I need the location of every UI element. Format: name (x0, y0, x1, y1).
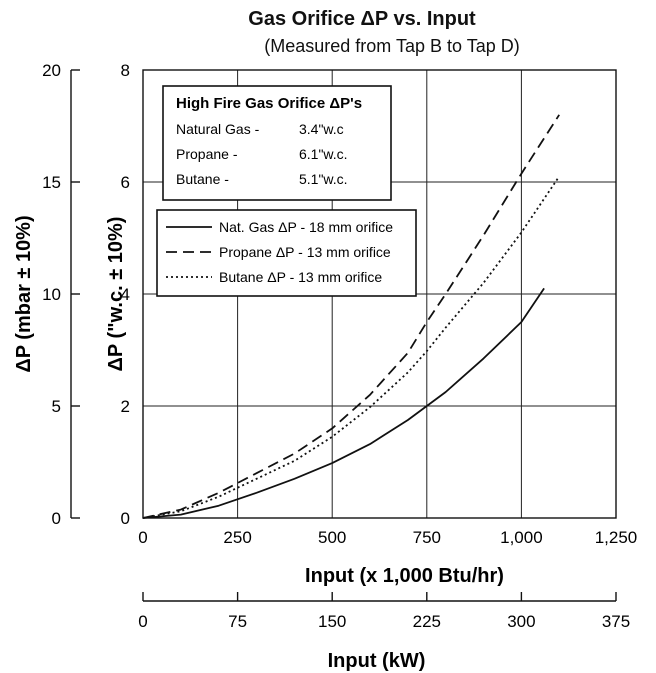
y2-tick-label: 20 (42, 61, 61, 80)
info-box-gas: Butane - (176, 171, 229, 187)
y2-tick-label: 15 (42, 173, 61, 192)
y2-tick-label: 0 (52, 509, 61, 528)
y2-axis-title: ΔP (mbar ± 10%) (13, 215, 35, 372)
info-box-gas: Propane - (176, 146, 238, 162)
y-tick-label: 6 (121, 173, 130, 192)
y-tick-label: 2 (121, 397, 130, 416)
x2-tick-label: 0 (138, 612, 147, 631)
x-tick-label: 750 (413, 528, 441, 547)
legend-entry: Propane ΔP - 13 mm orifice (219, 244, 391, 260)
x2-tick-label: 300 (507, 612, 535, 631)
x-tick-label: 0 (138, 528, 147, 547)
y2-tick-label: 5 (52, 397, 61, 416)
chart-subtitle: (Measured from Tap B to Tap D) (264, 36, 520, 56)
series-line-dashed (142, 114, 560, 519)
x2-tick-label: 225 (413, 612, 441, 631)
legend-entry: Nat. Gas ΔP - 18 mm orifice (219, 219, 393, 235)
x2-tick-label: 75 (228, 612, 247, 631)
info-box-title: High Fire Gas Orifice ΔP's (176, 95, 362, 112)
legend-entry: Butane ΔP - 13 mm orifice (219, 269, 382, 285)
info-box-gas: Natural Gas - (176, 121, 260, 137)
series-line-solid (142, 287, 545, 519)
y-tick-label: 4 (121, 285, 130, 304)
info-box-value: 3.4"w.c (299, 121, 344, 137)
y-tick-label: 0 (121, 509, 130, 528)
chart-title: Gas Orifice ΔP vs. Input (248, 8, 476, 30)
y2-tick-label: 10 (42, 285, 61, 304)
y-axis-title: ΔP ("w.c. ± 10%) (105, 217, 127, 372)
x-tick-label: 1,250 (595, 528, 638, 547)
y-tick-label: 8 (121, 61, 130, 80)
info-box-value: 6.1"w.c. (299, 146, 348, 162)
info-box-value: 5.1"w.c. (299, 171, 348, 187)
x2-tick-label: 150 (318, 612, 346, 631)
legend-box (156, 209, 417, 297)
series-line-dotted (142, 175, 560, 519)
info-box (162, 85, 392, 201)
x-tick-label: 500 (318, 528, 346, 547)
x-tick-label: 1,000 (500, 528, 543, 547)
x2-tick-label: 375 (602, 612, 630, 631)
x-axis-title: Input (x 1,000 Btu/hr) (305, 565, 504, 587)
x2-axis-title: Input (kW) (328, 650, 426, 672)
x-tick-label: 250 (223, 528, 251, 547)
plot-area (142, 69, 617, 519)
